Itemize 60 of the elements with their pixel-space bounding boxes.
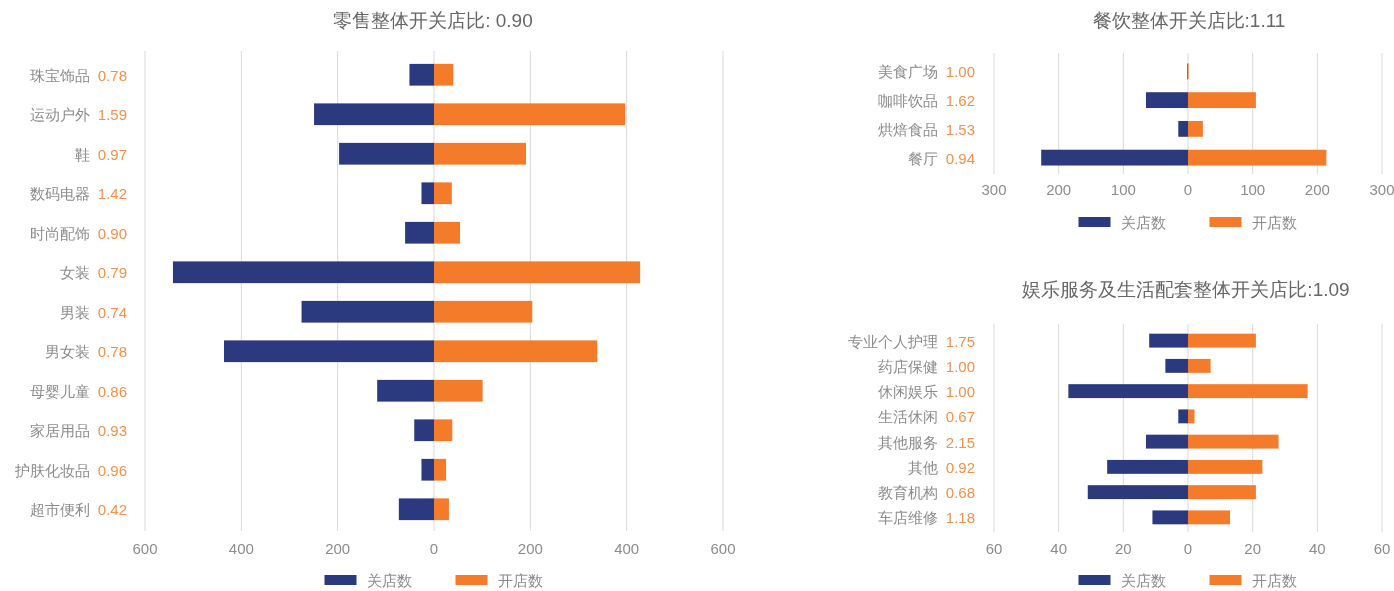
y-tick-label: 药店保健 1.00 bbox=[877, 357, 975, 375]
y-tick-label: 休闲娱乐 1.00 bbox=[877, 382, 975, 400]
y-tick-label: 珠宝饰品 0.78 bbox=[29, 66, 127, 84]
y-tick-label: 其他服务 2.15 bbox=[877, 433, 975, 451]
x-tick-label: 200 bbox=[1046, 180, 1072, 198]
legend-label: 开店数 bbox=[497, 571, 543, 589]
y-tick-label: 超市便利 0.42 bbox=[29, 500, 127, 518]
y-tick-label: 餐厅 0.94 bbox=[907, 149, 975, 167]
x-tick-label: 20 bbox=[1114, 539, 1132, 557]
x-tick-label: 60 bbox=[985, 539, 1003, 557]
x-tick-label: 0 bbox=[429, 539, 439, 557]
y-tick-label: 女装 0.79 bbox=[59, 263, 127, 281]
chart-title: 餐饮整体开关店比:1.11 bbox=[1092, 9, 1286, 31]
y-tick-label: 车店维修 1.18 bbox=[877, 508, 975, 526]
y-tick-label: 专业个人护理 1.75 bbox=[847, 332, 975, 350]
x-tick-label: 60 bbox=[1373, 539, 1391, 557]
x-tick-label: 400 bbox=[614, 539, 640, 557]
y-tick-label: 数码电器 1.42 bbox=[29, 184, 127, 202]
x-tick-label: 200 bbox=[325, 539, 351, 557]
y-tick-label: 家居用品 0.93 bbox=[29, 421, 127, 439]
x-tick-label: 300 bbox=[981, 180, 1007, 198]
chart-title: 娱乐服务及生活配套整体开关店比:1.09 bbox=[1022, 278, 1350, 300]
x-tick-label: 100 bbox=[1240, 180, 1266, 198]
legend-item: 开店数 bbox=[1209, 571, 1297, 589]
y-tick-label: 生活休闲 0.67 bbox=[877, 407, 975, 425]
chart-title: 零售整体开关店比: 0.90 bbox=[333, 9, 533, 31]
x-tick-label: 100 bbox=[1110, 180, 1136, 198]
y-tick-label: 咖啡饮品 1.62 bbox=[877, 91, 975, 109]
legend-label: 开店数 bbox=[1251, 213, 1297, 231]
legend-label: 关店数 bbox=[366, 571, 412, 589]
y-tick-label: 教育机构 0.68 bbox=[877, 483, 975, 501]
y-tick-label: 美食广场 1.00 bbox=[877, 62, 975, 80]
legend-item: 关店数 bbox=[324, 571, 412, 589]
y-tick-label: 烘焙食品 1.53 bbox=[877, 120, 975, 138]
y-tick-label: 男装 0.74 bbox=[59, 303, 127, 321]
y-tick-label: 鞋 0.97 bbox=[74, 145, 127, 163]
x-tick-label: 200 bbox=[517, 539, 543, 557]
y-tick-label: 其他 0.92 bbox=[907, 458, 975, 476]
x-tick-label: 40 bbox=[1050, 539, 1068, 557]
legend-label: 关店数 bbox=[1120, 571, 1166, 589]
y-tick-label: 运动户外 1.59 bbox=[29, 105, 127, 123]
y-tick-label: 母婴儿童 0.86 bbox=[29, 382, 127, 400]
x-tick-label: 20 bbox=[1244, 539, 1262, 557]
x-tick-label: 400 bbox=[228, 539, 254, 557]
x-tick-label: 0 bbox=[1183, 539, 1193, 557]
y-tick-label: 护肤化妆品 0.96 bbox=[13, 461, 127, 479]
x-tick-label: 40 bbox=[1308, 539, 1326, 557]
x-tick-label: 0 bbox=[1183, 180, 1193, 198]
y-tick-label: 时尚配饰 0.90 bbox=[29, 224, 127, 242]
x-tick-label: 300 bbox=[1369, 180, 1394, 198]
legend-item: 关店数 bbox=[1078, 213, 1166, 231]
legend-label: 关店数 bbox=[1120, 213, 1166, 231]
legend-item: 开店数 bbox=[455, 571, 543, 589]
legend-item: 开店数 bbox=[1209, 213, 1297, 231]
x-tick-label: 600 bbox=[710, 539, 736, 557]
x-tick-label: 600 bbox=[132, 539, 158, 557]
legend-item: 关店数 bbox=[1078, 571, 1166, 589]
x-tick-label: 200 bbox=[1304, 180, 1330, 198]
legend-label: 开店数 bbox=[1251, 571, 1297, 589]
y-tick-label: 男女装 0.78 bbox=[44, 342, 127, 360]
